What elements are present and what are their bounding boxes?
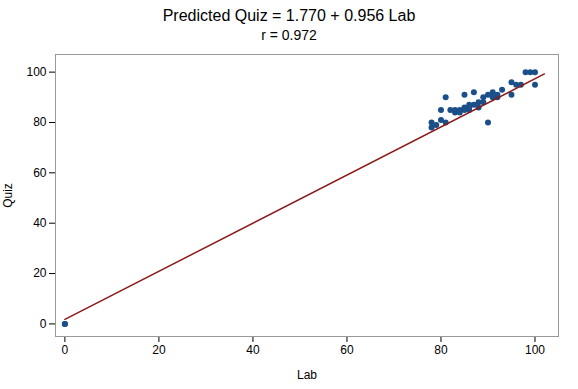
svg-text:20: 20: [33, 266, 47, 280]
svg-text:80: 80: [434, 343, 448, 357]
svg-text:0: 0: [62, 343, 69, 357]
svg-text:40: 40: [33, 216, 47, 230]
svg-text:60: 60: [340, 343, 354, 357]
html-text:r = 0.972: r = 0.972: [261, 27, 317, 43]
svg-text:Quiz: Quiz: [1, 183, 15, 208]
svg-text:100: 100: [26, 65, 46, 79]
svg-text:100: 100: [525, 343, 545, 357]
svg-text:60: 60: [33, 166, 47, 180]
svg-text:Lab: Lab: [297, 368, 317, 382]
svg-text:0: 0: [40, 317, 47, 331]
svg-text:20: 20: [152, 343, 166, 357]
svg-text:40: 40: [246, 343, 260, 357]
html-text:Predicted Quiz = 1.770 + 0.956: Predicted Quiz = 1.770 + 0.956 Lab: [162, 7, 416, 24]
svg-text:80: 80: [33, 115, 47, 129]
